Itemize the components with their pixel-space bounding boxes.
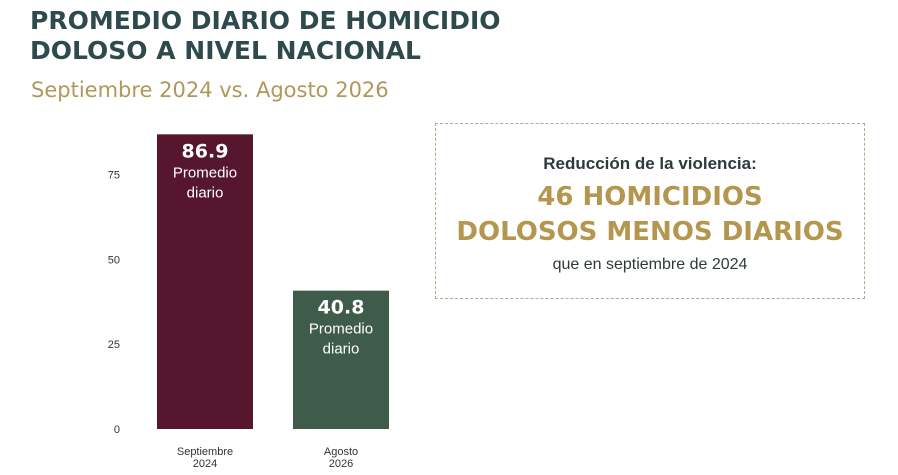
page-title-line-2: DOLOSO A NIVEL NACIONAL: [30, 36, 421, 65]
x-tick-label-1-line-1: Agosto: [324, 446, 358, 458]
y-tick-label-0: 0: [114, 424, 120, 436]
bar-sublabel-1-1: Promedio: [309, 321, 373, 338]
y-tick-label-1: 25: [108, 339, 120, 351]
bar-0: [157, 134, 253, 429]
bar-sublabel-2-1: diario: [323, 341, 360, 358]
page-title: PROMEDIO DIARIO DE HOMICIDIO DOLOSO A NI…: [30, 6, 501, 66]
page-title-line-1: PROMEDIO DIARIO DE HOMICIDIO: [30, 6, 501, 35]
bar-sublabel-2-0: diario: [187, 184, 224, 201]
x-tick-label-1-line-2: 2026: [329, 458, 353, 470]
page-subtitle: Septiembre 2024 vs. Agosto 2026: [31, 78, 389, 102]
y-tick-label-2: 50: [108, 254, 120, 266]
bar-sublabel-1-0: Promedio: [173, 164, 237, 181]
x-tick-label-0-line-2: 2024: [193, 458, 217, 470]
callout-highlight-line-1: 46 HOMICIDIOS: [537, 182, 763, 212]
bar-value-label-0: 86.9: [182, 140, 229, 162]
bar-1: [293, 290, 389, 429]
x-tick-label-0-line-1: Septiembre: [177, 446, 233, 458]
callout-tail: que en septiembre de 2024: [552, 256, 748, 273]
reduction-callout: Reducción de la violencia: 46 HOMICIDIOS…: [435, 123, 865, 299]
bar-value-label-1: 40.8: [318, 297, 365, 319]
y-tick-label-3: 75: [108, 170, 120, 182]
callout-lead: Reducción de la violencia:: [543, 154, 757, 173]
callout-highlight-line-2: DOLOSOS MENOS DIARIOS: [456, 217, 844, 247]
